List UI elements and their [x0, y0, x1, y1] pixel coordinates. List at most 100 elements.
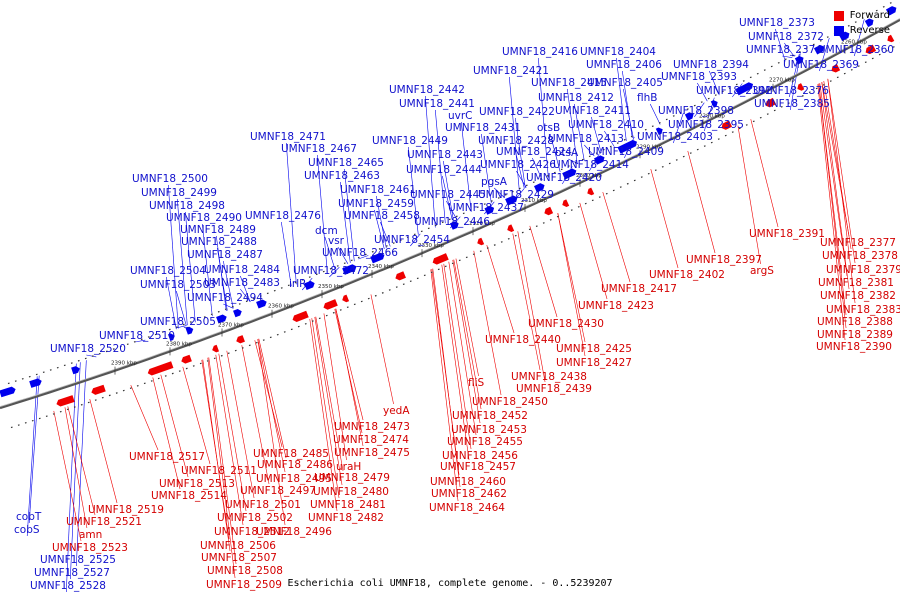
reverse-gene-label[interactable]: otsB — [537, 122, 560, 134]
reverse-gene-label[interactable]: UMNF18_2510 — [99, 330, 175, 342]
forward-gene-label[interactable]: UMNF18_2383 — [826, 304, 900, 316]
forward-gene-label[interactable]: UMNF18_2455 — [447, 436, 523, 448]
forward-gene-label[interactable]: UMNF18_2397 — [686, 254, 762, 266]
reverse-gene-label[interactable]: UMNF18_2412 — [538, 92, 614, 104]
forward-gene-label[interactable]: UMNF18_2460 — [430, 476, 506, 488]
forward-gene-label[interactable]: UMNF18_2486 — [257, 459, 333, 471]
reverse-gene-label[interactable]: UMNF18_2461 — [340, 184, 416, 196]
reverse-gene-label[interactable]: UMNF18_2374 — [746, 44, 822, 56]
forward-gene-label[interactable]: UMNF18_2391 — [749, 228, 825, 240]
reverse-gene-label[interactable]: cobT — [16, 511, 42, 523]
forward-gene-label[interactable]: UMNF18_2382 — [820, 290, 896, 302]
forward-gene-label[interactable]: UMNF18_2452 — [452, 410, 528, 422]
forward-gene-label[interactable]: UMNF18_2438 — [511, 371, 587, 383]
reverse-gene-label[interactable]: UMNF18_2467 — [281, 143, 357, 155]
forward-gene-label[interactable]: UMNF18_2511 — [181, 465, 257, 477]
forward-gene-label[interactable]: UMNF18_2425 — [556, 343, 632, 355]
forward-gene-label[interactable]: UMNF18_2389 — [817, 329, 893, 341]
reverse-gene-label[interactable]: UMNF18_2498 — [149, 200, 225, 212]
forward-gene-label[interactable]: UMNF18_2497 — [240, 485, 316, 497]
reverse-gene-label[interactable]: UMNF18_2420 — [526, 172, 602, 184]
reverse-gene-label[interactable]: UMNF18_2445 — [410, 189, 486, 201]
reverse-gene-label[interactable]: UMNF18_2489 — [180, 224, 256, 236]
forward-gene-label[interactable]: UMNF18_2440 — [485, 334, 561, 346]
reverse-gene-label[interactable]: UMNF18_2414 — [553, 159, 629, 171]
reverse-gene-label[interactable]: UMNF18_2392 — [696, 85, 772, 97]
forward-gene-label[interactable]: yedA — [383, 405, 410, 417]
reverse-gene-label[interactable]: UMNF18_2499 — [141, 187, 217, 199]
reverse-gene-label[interactable]: UMNF18_2404 — [580, 46, 656, 58]
reverse-gene-label[interactable]: UMNF18_2472 — [293, 265, 369, 277]
reverse-gene-label[interactable]: cobS — [14, 524, 40, 536]
reverse-gene-label[interactable]: UMNF18_2504 — [130, 265, 206, 277]
reverse-gene-label[interactable]: UMNF18_2494 — [187, 292, 263, 304]
reverse-gene-label[interactable]: uvrC — [448, 110, 473, 122]
reverse-gene-label[interactable]: UMNF18_2406 — [586, 59, 662, 71]
reverse-gene-label[interactable]: UMNF18_2393 — [661, 71, 737, 83]
reverse-gene-label[interactable]: UMNF18_2503 — [140, 279, 216, 291]
reverse-gene-label[interactable]: UMNF18_2422 — [479, 106, 555, 118]
forward-gene-label[interactable]: UMNF18_2502 — [217, 512, 293, 524]
forward-gene-label[interactable]: UMNF18_2496 — [256, 526, 332, 538]
forward-gene-label[interactable]: UMNF18_2474 — [333, 434, 409, 446]
reverse-gene-label[interactable]: UMNF18_2409 — [588, 146, 664, 158]
reverse-gene-label[interactable]: pgsA — [481, 176, 508, 188]
forward-gene-label[interactable]: UMNF18_2378 — [822, 250, 898, 262]
reverse-gene-label[interactable]: UMNF18_2373 — [739, 17, 815, 29]
reverse-gene-label[interactable]: UMNF18_2410 — [568, 119, 644, 131]
reverse-gene-label[interactable]: UMNF18_2403 — [637, 131, 713, 143]
forward-gene-label[interactable]: UMNF18_2388 — [817, 316, 893, 328]
forward-gene-label[interactable]: UMNF18_2377 — [820, 237, 896, 249]
forward-gene-label[interactable]: uraH — [336, 461, 361, 473]
reverse-gene-label[interactable]: UMNF18_2465 — [308, 157, 384, 169]
reverse-gene-label[interactable]: UMNF18_2471 — [250, 131, 326, 143]
forward-gene-label[interactable]: UMNF18_2512 — [214, 526, 290, 538]
forward-gene-label[interactable]: UMNF18_2473 — [334, 421, 410, 433]
reverse-gene-label[interactable]: UMNF18_2454 — [374, 234, 450, 246]
forward-gene-label[interactable]: UMNF18_2439 — [516, 383, 592, 395]
reverse-gene-label[interactable]: UMNF18_2466 — [322, 247, 398, 259]
reverse-gene-label[interactable]: UMNF18_2416 — [502, 46, 578, 58]
forward-gene-label[interactable]: UMNF18_2430 — [528, 318, 604, 330]
reverse-gene-label[interactable]: UMNF18_2369 — [783, 59, 859, 71]
reverse-gene-label[interactable]: UMNF18_2483 — [204, 277, 280, 289]
reverse-gene-label[interactable]: UMNF18_2444 — [406, 164, 482, 176]
forward-gene-label[interactable]: UMNF18_2402 — [649, 269, 725, 281]
forward-gene-label[interactable]: UMNF18_2481 — [310, 499, 386, 511]
reverse-gene-label[interactable]: UMNF18_2505 — [140, 316, 216, 328]
reverse-gene-label[interactable]: UMNF18_2458 — [344, 210, 420, 222]
reverse-gene-label[interactable]: UMNF18_2463 — [304, 170, 380, 182]
reverse-gene-label[interactable]: UMNF18_2500 — [132, 173, 208, 185]
forward-gene-label[interactable]: UMNF18_2519 — [88, 504, 164, 516]
forward-gene-label[interactable]: UMNF18_2417 — [601, 283, 677, 295]
reverse-gene-label[interactable]: UMNF18_2429 — [478, 189, 554, 201]
forward-gene-label[interactable]: UMNF18_2521 — [66, 516, 142, 528]
forward-gene-label[interactable]: UMNF18_2485 — [253, 448, 329, 460]
reverse-gene-label[interactable]: UMNF18_2413 — [548, 133, 624, 145]
reverse-gene-label[interactable]: UMNF18_2476 — [245, 210, 321, 222]
forward-gene-label[interactable]: UMNF18_2507 — [201, 552, 277, 564]
reverse-gene-label[interactable]: UMNF18_2528 — [30, 580, 106, 592]
reverse-gene-label[interactable]: UMNF18_2424 — [496, 146, 572, 158]
forward-gene-label[interactable]: UMNF18_2506 — [200, 540, 276, 552]
forward-gene-label[interactable]: amn — [79, 529, 102, 541]
forward-gene-label[interactable]: UMNF18_2523 — [52, 542, 128, 554]
forward-gene-label[interactable]: fliS — [468, 377, 485, 389]
forward-gene-label[interactable]: UMNF18_2513 — [159, 478, 235, 490]
reverse-gene-label[interactable]: irlR — [289, 278, 306, 290]
reverse-gene-label[interactable]: UMNF18_2398 — [658, 105, 734, 117]
reverse-gene-label[interactable]: UMNF18_2360 — [818, 44, 894, 56]
reverse-gene-label[interactable]: UMNF18_2395 — [668, 119, 744, 131]
reverse-gene-label[interactable]: UMNF18_2394 — [673, 59, 749, 71]
forward-gene-label[interactable]: UMNF18_2464 — [429, 502, 505, 514]
reverse-gene-label[interactable]: UMNF18_2441 — [399, 98, 475, 110]
reverse-gene-label[interactable]: UMNF18_2520 — [50, 343, 126, 355]
forward-gene-label[interactable]: UMNF18_2450 — [472, 396, 548, 408]
reverse-gene-label[interactable]: UMNF18_2442 — [389, 84, 465, 96]
reverse-gene-label[interactable]: dcm — [315, 225, 338, 237]
forward-gene-label[interactable]: UMNF18_2475 — [334, 447, 410, 459]
reverse-gene-label[interactable]: UMNF18_2490 — [166, 212, 242, 224]
reverse-gene-label[interactable]: UMNF18_2449 — [372, 135, 448, 147]
reverse-gene-label[interactable]: UMNF18_2415 — [531, 77, 607, 89]
reverse-gene-label[interactable]: vsr — [328, 235, 345, 247]
